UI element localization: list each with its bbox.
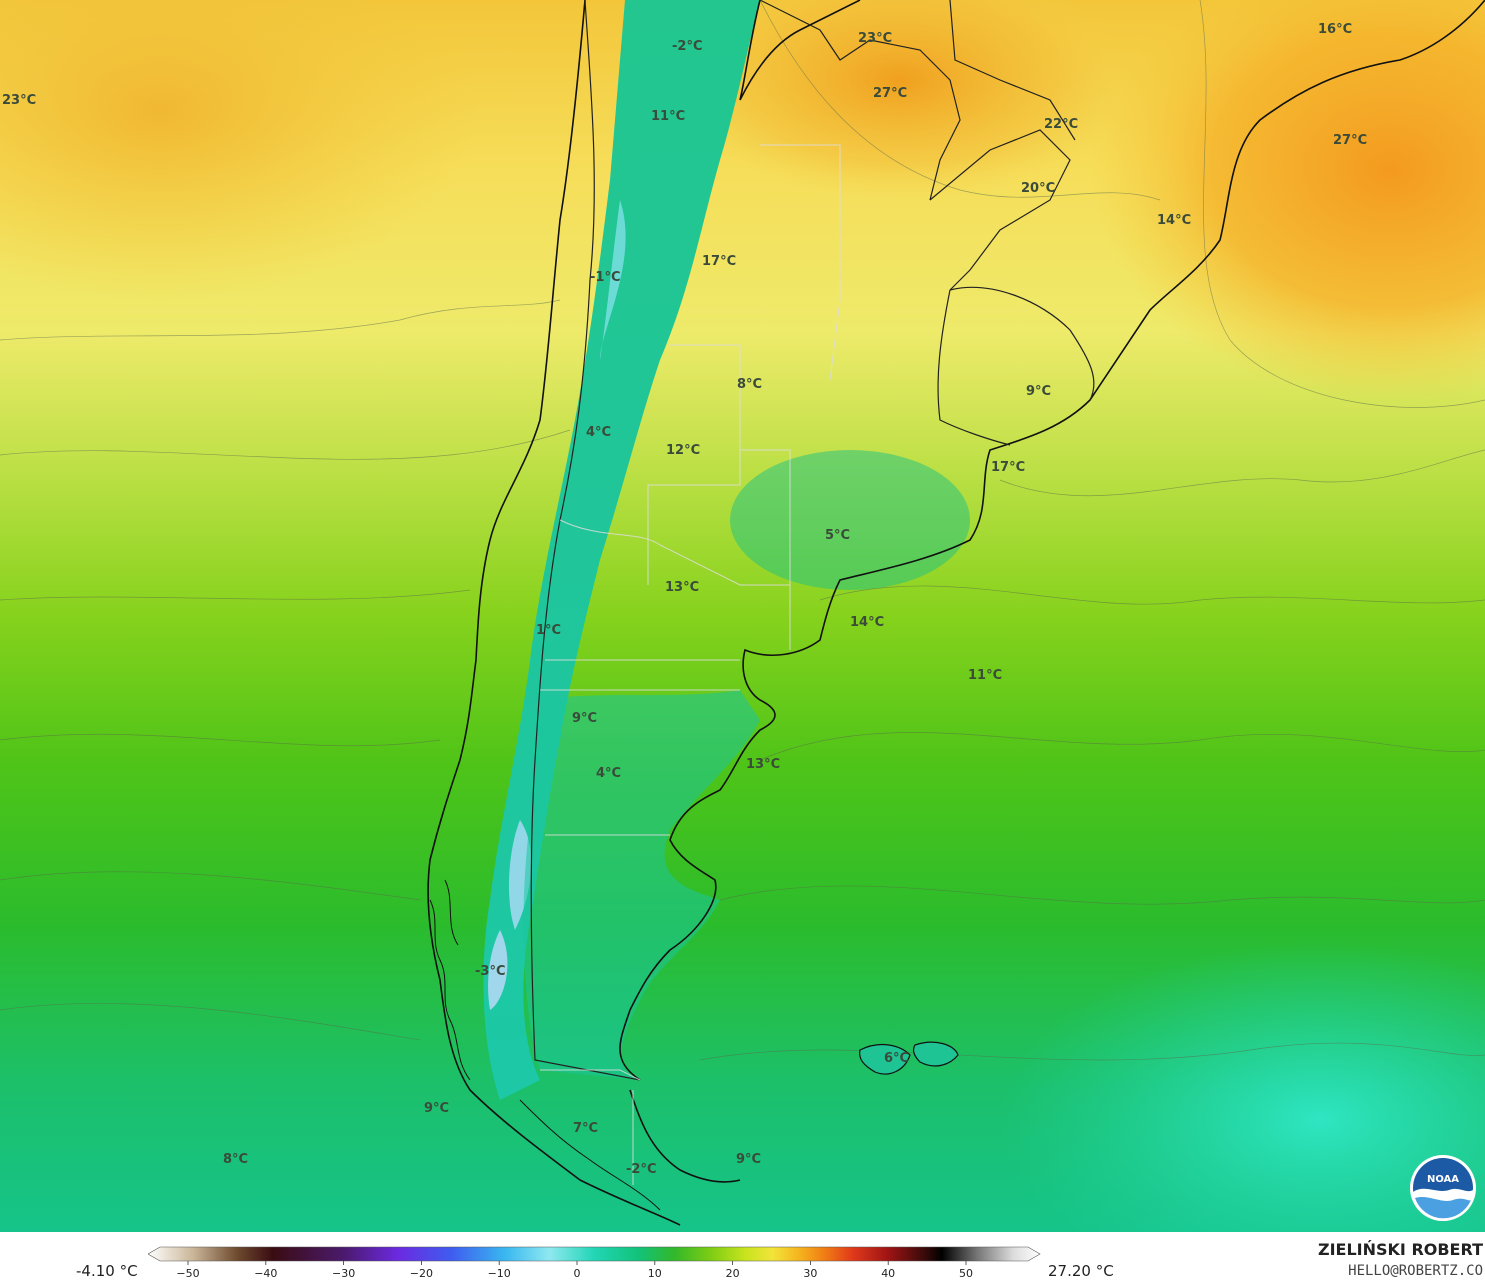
province-borders <box>540 144 841 1185</box>
temp-label: 22°C <box>1044 117 1078 132</box>
temperature-map: 23°C -2°C 23°C 27°C 16°C 27°C 11°C 22°C … <box>0 0 1485 1232</box>
temp-label: 4°C <box>596 766 621 781</box>
cool-ocean-region <box>1000 940 1485 1232</box>
legend-min-label: -4.10 °C <box>76 1262 138 1280</box>
legend-ticks: −50 −40 −30 −20 −10 0 10 20 30 40 50 <box>176 1261 973 1280</box>
legend-tick-label: 20 <box>726 1267 740 1280</box>
temp-label: -3°C <box>475 964 505 979</box>
temp-label: 8°C <box>223 1152 248 1167</box>
legend-colorbar: −50 −40 −30 −20 −10 0 10 20 30 40 50 <box>148 1246 1041 1280</box>
temp-label: 11°C <box>651 109 685 124</box>
legend-tick-label: 10 <box>648 1267 662 1280</box>
legend-tick-label: −20 <box>410 1267 433 1280</box>
warm-interior-region <box>670 0 1130 200</box>
temp-label: -2°C <box>626 1162 656 1177</box>
temp-label: 17°C <box>702 254 736 269</box>
temp-label: 9°C <box>1026 384 1051 399</box>
legend-tick-label: 0 <box>574 1267 581 1280</box>
legend-tick-label: −10 <box>488 1267 511 1280</box>
temp-label: 13°C <box>746 757 780 772</box>
temp-label: -2°C <box>672 39 702 54</box>
temp-label: 4°C <box>586 425 611 440</box>
warm-atlantic-region <box>1090 0 1485 400</box>
temperature-labels: 23°C -2°C 23°C 27°C 16°C 27°C 11°C 22°C … <box>2 22 1367 1177</box>
temp-label: 16°C <box>1318 22 1352 37</box>
warm-pacific-region <box>0 0 480 300</box>
temp-label: 11°C <box>968 668 1002 683</box>
temp-label: -1°C <box>590 270 620 285</box>
temp-label: 13°C <box>665 580 699 595</box>
color-legend: -4.10 °C −50 −40 −30 −20 −10 0 10 20 30 40 50 27.2… <box>0 1232 1485 1287</box>
legend-tick-label: −30 <box>332 1267 355 1280</box>
temp-label: 9°C <box>424 1101 449 1116</box>
patagonia-cool-area <box>523 690 760 1080</box>
author-email[interactable]: HELLO@ROBERTZ.CO <box>1348 1263 1483 1279</box>
temp-label: 20°C <box>1021 181 1055 196</box>
temp-label: 7°C <box>573 1121 598 1136</box>
isotherm-lines <box>0 0 1485 1061</box>
temp-label: 1°C <box>536 623 561 638</box>
legend-tick-label: 40 <box>881 1267 895 1280</box>
temp-label: 27°C <box>1333 133 1367 148</box>
coastlines <box>427 0 1485 1226</box>
temp-label: 9°C <box>572 711 597 726</box>
noaa-logo-icon: NOAA <box>1410 1155 1476 1222</box>
temp-label: 5°C <box>825 528 850 543</box>
buenos-aires-cool-area <box>730 450 970 590</box>
temp-label: 23°C <box>858 31 892 46</box>
map-canvas: 23°C -2°C 23°C 27°C 16°C 27°C 11°C 22°C … <box>0 0 1485 1232</box>
temp-label: 17°C <box>991 460 1025 475</box>
legend-tick-label: 30 <box>803 1267 817 1280</box>
legend-tick-label: −50 <box>176 1267 199 1280</box>
legend-max-label: 27.20 °C <box>1048 1262 1114 1280</box>
legend-tick-label: −40 <box>254 1267 277 1280</box>
author-name: ZIELIŃSKI ROBERT <box>1317 1240 1483 1259</box>
temp-label: 23°C <box>2 93 36 108</box>
temp-label: 9°C <box>736 1152 761 1167</box>
legend-tick-label: 50 <box>959 1267 973 1280</box>
svg-text:NOAA: NOAA <box>1427 1174 1459 1185</box>
falkland-islands <box>859 1041 959 1075</box>
temp-label: 14°C <box>850 615 884 630</box>
temp-label: 12°C <box>666 443 700 458</box>
temp-label: 8°C <box>737 377 762 392</box>
temp-label: 6°C <box>884 1051 909 1066</box>
temp-label: 27°C <box>873 86 907 101</box>
chile-archipelago <box>429 879 661 1211</box>
temp-label: 14°C <box>1157 213 1191 228</box>
